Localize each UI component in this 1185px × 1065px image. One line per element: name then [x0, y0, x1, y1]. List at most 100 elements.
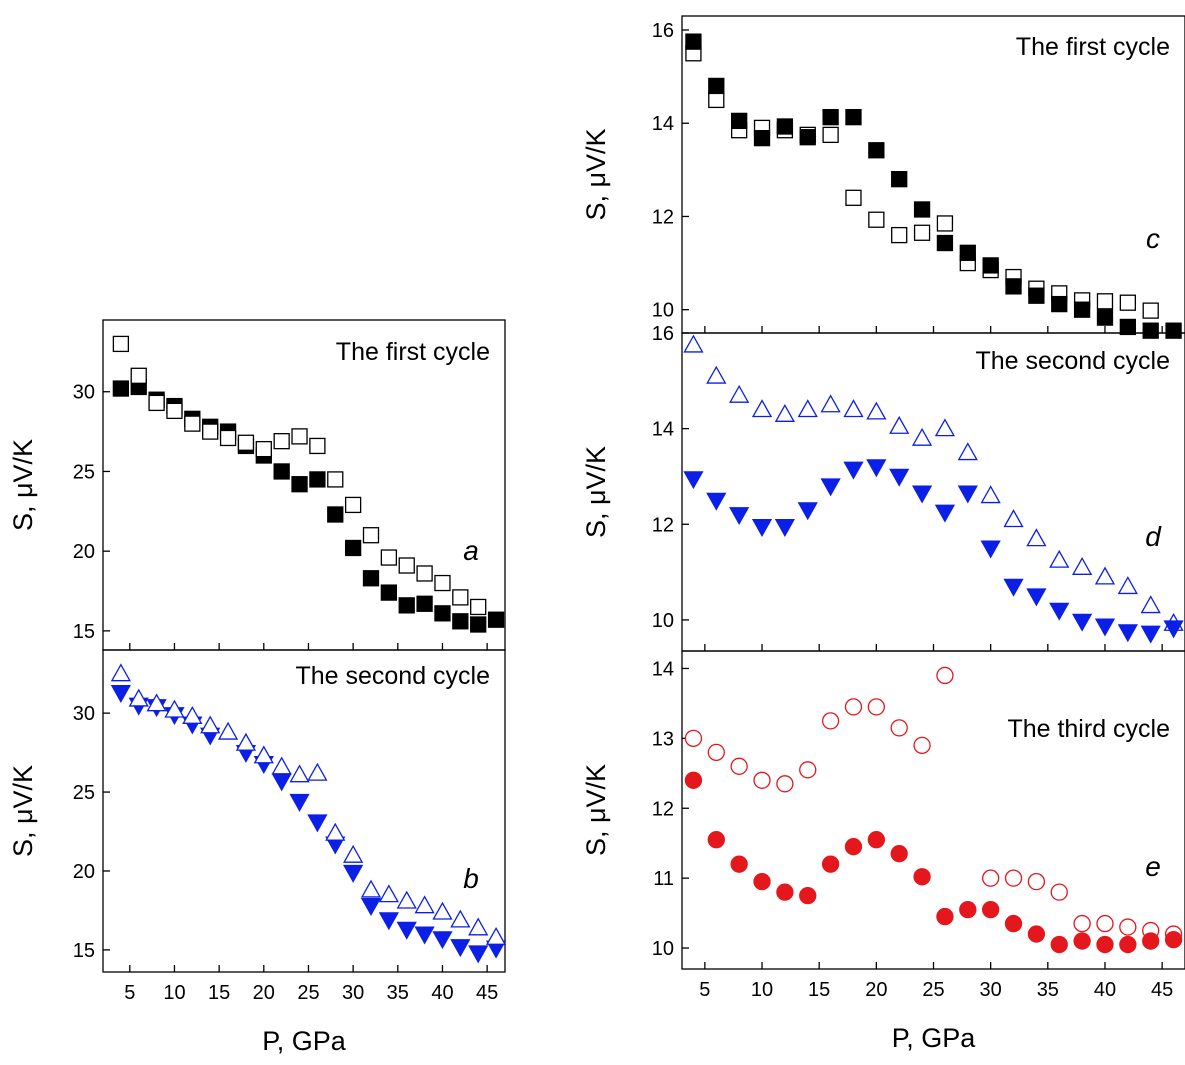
- chart-e-xtick-label-6: 35: [1037, 979, 1059, 1001]
- chart-d-cycle-label: The second cycle: [975, 347, 1170, 375]
- chart-e-series-0-point-8: [867, 698, 885, 716]
- chart-c-series-0-point-10: [913, 224, 931, 241]
- chart-c-series-1-point-18: [1096, 309, 1114, 326]
- chart-a-series-0-point-20: [470, 616, 487, 633]
- chart-d-series-1-point-17: [1072, 613, 1093, 632]
- chart-d-series-0-point-6: [820, 394, 841, 413]
- chart-b-xtick-label-3: 20: [253, 982, 275, 1004]
- chart-d-series-0-point-1: [706, 365, 727, 384]
- chart-e-xtick-label-7: 40: [1094, 979, 1116, 1001]
- chart-e-series-1-point-1: [707, 831, 725, 849]
- chart-a-ytick-label-0: 15: [73, 621, 95, 643]
- chart-e-series-0-point-7: [844, 698, 863, 716]
- chart-e-series-1-point-8: [867, 831, 885, 849]
- chart-b-ytick-label-1: 20: [73, 861, 95, 883]
- chart-a-series-0-point-21: [487, 611, 505, 628]
- chart-d-series-0-point-16: [1049, 549, 1070, 568]
- chart-d-series-0-point-13: [980, 485, 1001, 504]
- chart-b-series-1-point-16: [396, 890, 417, 909]
- chart-a-series-1-point-14: [362, 527, 380, 544]
- chart-b-series-0-point-15: [396, 921, 417, 940]
- chart-d-series-1-point-15: [1026, 588, 1047, 607]
- chart-e-series-0-point-2: [730, 757, 748, 775]
- chart-d-series-0-point-9: [889, 415, 910, 434]
- chart-b-series-0-point-14: [378, 912, 399, 931]
- chart-d-series-0-point-17: [1072, 556, 1093, 575]
- chart-b-xlabel: P, GPa: [262, 1026, 347, 1056]
- chart-b-series-1-point-10: [289, 764, 310, 783]
- chart-d-series-0-point-12: [957, 442, 978, 461]
- chart-b-series-1-point-19: [450, 909, 471, 928]
- chart-c-series-1-point-14: [1005, 278, 1022, 295]
- chart-c-series-1-point-0: [685, 33, 702, 50]
- chart-a-series-0-point-12: [327, 506, 344, 523]
- chart-e-series-0-point-6: [821, 712, 840, 730]
- chart-d-series-0-point-18: [1094, 566, 1116, 585]
- chart-c-panel-letter: c: [1146, 223, 1160, 254]
- chart-d-series-1-point-3: [751, 519, 773, 537]
- chart-c-series-1-point-6: [822, 109, 839, 126]
- chart-c-series-1-point-16: [1051, 295, 1068, 313]
- chart-c-series-1-point-12: [959, 244, 976, 261]
- chart-e-xtick-label-4: 25: [922, 979, 944, 1001]
- chart-a-series-1-point-15: [380, 549, 398, 566]
- chart-d-series-0-point-3: [751, 399, 773, 418]
- chart-e-xtick-label-3: 20: [865, 979, 887, 1001]
- chart-b-ytick-label-2: 25: [73, 782, 95, 804]
- chart-b-series-1-point-4: [182, 705, 203, 724]
- chart-a-series-0-point-18: [434, 605, 451, 622]
- chart-a-series-0-point-15: [380, 584, 398, 601]
- chart-c-series-0-point-19: [1119, 294, 1136, 311]
- chart-b-series-1-point-0: [110, 663, 131, 682]
- chart-e-series-1-point-9: [890, 845, 908, 863]
- chart-b-ytick-label-3: 30: [73, 703, 95, 725]
- chart-d-series-1-point-7: [843, 461, 864, 480]
- chart-e-series-1-point-5: [799, 886, 817, 905]
- chart-d-series-0-point-19: [1117, 576, 1138, 595]
- chart-c-ytick-label-0: 10: [652, 300, 674, 322]
- chart-d-series-1-point-19: [1117, 624, 1138, 643]
- chart-e-series-0-point-16: [1073, 914, 1091, 933]
- chart-d-ytick-label-1: 12: [652, 514, 674, 536]
- chart-b-ytick-label-0: 15: [73, 940, 95, 962]
- chart-c-series-1-point-11: [936, 234, 954, 252]
- chart-e-cycle-label: The third cycle: [1007, 715, 1170, 743]
- chart-a-series-1-point-12: [327, 471, 344, 488]
- chart-e-series-1-point-14: [1004, 914, 1023, 933]
- chart-c-frame: [681, 15, 1185, 334]
- chart-b-series-1-point-9: [271, 756, 292, 775]
- chart-b-xtick-label-5: 30: [342, 982, 364, 1004]
- chart-e-series-1-point-11: [936, 907, 954, 926]
- chart-a-series-1-point-6: [219, 429, 237, 447]
- chart-b-series-1-point-13: [343, 844, 364, 863]
- chart-e-ytick-label-0: 10: [652, 938, 674, 960]
- chart-b-xtick-label-6: 35: [387, 982, 409, 1004]
- chart-a-ylabel: S, μV/K: [8, 439, 38, 531]
- chart-d-series-1-point-1: [706, 492, 727, 511]
- chart-a-series-0-point-14: [362, 570, 380, 587]
- chart-e-series-1-point-7: [844, 838, 863, 856]
- chart-e-series-1-point-19: [1119, 935, 1137, 954]
- chart-e-xtick-label-8: 45: [1151, 979, 1173, 1001]
- chart-c-series-0-point-20: [1142, 302, 1159, 319]
- chart-e-series-1-point-15: [1027, 925, 1046, 943]
- chart-b-series-0-point-8: [271, 773, 292, 792]
- chart-d-series-1-point-6: [820, 478, 841, 497]
- chart-c-series-0-point-1: [708, 91, 725, 109]
- chart-d-series-1-point-18: [1094, 618, 1116, 637]
- chart-c-series-1-point-4: [776, 118, 794, 135]
- chart-a-series-1-point-0: [112, 335, 130, 353]
- chart-b-cycle-label: The second cycle: [295, 662, 490, 690]
- chart-e-xtick-label-2: 15: [808, 979, 830, 1001]
- chart-b-xtick-label-2: 15: [208, 982, 230, 1004]
- chart-c-series-1-point-13: [982, 257, 999, 274]
- chart-a-series-0-point-16: [398, 597, 415, 614]
- chart-e-xtick-label-1: 10: [751, 979, 773, 1001]
- chart-b-ylabel: S, μV/K: [8, 765, 38, 857]
- chart-e-series-1-point-21: [1164, 930, 1183, 949]
- chart-e-series-0-point-17: [1096, 914, 1114, 933]
- chart-b-series-0-point-17: [432, 931, 453, 950]
- chart-e-series-0-point-11: [936, 666, 954, 685]
- chart-e-series-0-point-4: [776, 775, 794, 793]
